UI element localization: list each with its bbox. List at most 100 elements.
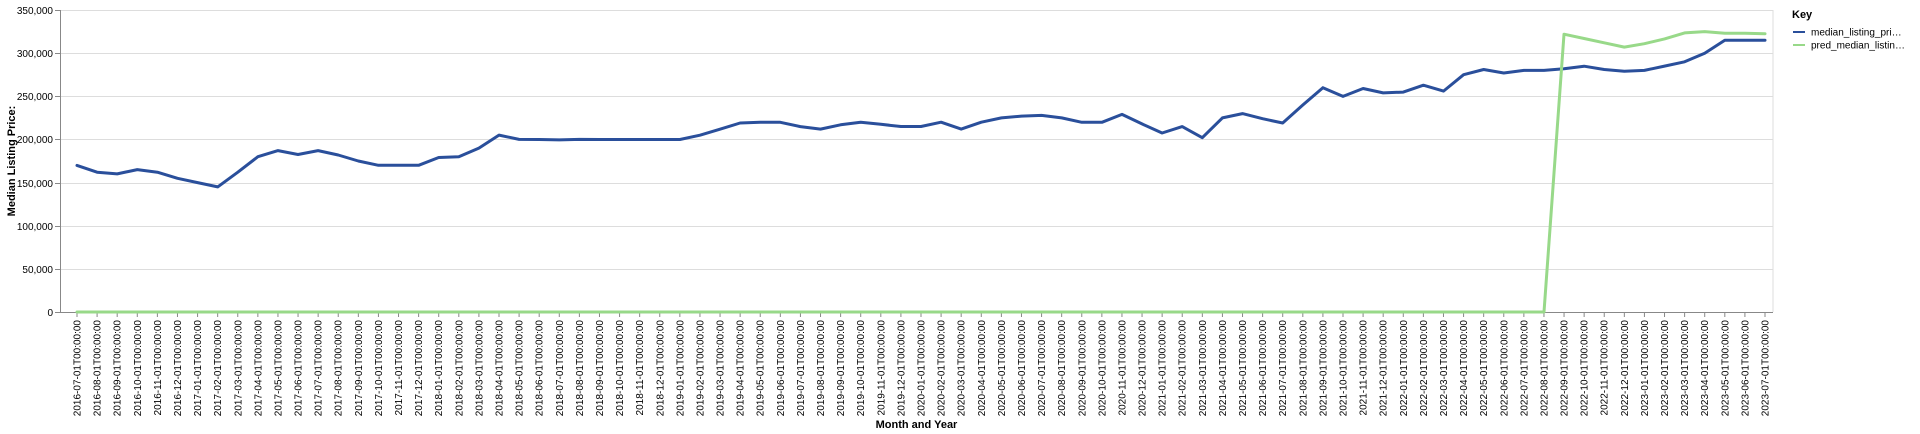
x-tick-label: 2022-05-01T00:00:00: [1479, 320, 1490, 417]
x-tick-label: 2022-01-01T00:00:00: [1399, 320, 1410, 417]
x-tick-label: 2022-08-01T00:00:00: [1539, 320, 1550, 417]
x-tick-label: 2021-10-01T00:00:00: [1339, 320, 1350, 417]
x-tick-label: 2017-09-01T00:00:00: [354, 320, 365, 417]
legend-label: median_listing_pri…: [1811, 28, 1902, 39]
x-tick-label: 2017-05-01T00:00:00: [273, 320, 284, 417]
y-axis: 0 50,000 100,000 150,000 200,000 250,000 300,0…: [17, 6, 61, 319]
x-tick-label: 2018-04-01T00:00:00: [495, 320, 506, 417]
x-tick-label: 2021-04-01T00:00:00: [1218, 320, 1229, 417]
x-tick-label: 2016-07-01T00:00:00: [73, 320, 84, 417]
y-tick-label: 50,000: [22, 265, 53, 276]
x-tick-label: 2017-02-01T00:00:00: [213, 320, 224, 417]
x-tick-label: 2021-07-01T00:00:00: [1278, 320, 1289, 417]
y-axis-title: Median Listing Price:: [6, 106, 18, 217]
x-tick-label: 2019-10-01T00:00:00: [856, 320, 867, 417]
x-tick-label: 2020-12-01T00:00:00: [1138, 320, 1149, 417]
series-line-2: [75, 30, 1767, 314]
x-tick-label: 2019-09-01T00:00:00: [836, 320, 847, 417]
x-tick-label: 2020-01-01T00:00:00: [917, 320, 928, 417]
x-tick-label: 2021-12-01T00:00:00: [1379, 320, 1390, 417]
x-tick-label: 2022-04-01T00:00:00: [1459, 320, 1470, 417]
x-tick-label: 2016-09-01T00:00:00: [113, 320, 124, 417]
x-tick-label: 2018-01-01T00:00:00: [434, 320, 445, 417]
x-tick-label: 2019-07-01T00:00:00: [796, 320, 807, 417]
x-tick-label: 2016-10-01T00:00:00: [133, 320, 144, 417]
x-tick-label: 2019-11-01T00:00:00: [876, 320, 887, 416]
x-tick-label: 2018-09-01T00:00:00: [595, 320, 606, 417]
x-axis-title: Month and Year: [876, 419, 958, 431]
x-tick-label: 2022-07-01T00:00:00: [1519, 320, 1530, 417]
x-tick-label: 2020-10-01T00:00:00: [1097, 320, 1108, 417]
x-axis: 2016-07-01T00:00:00 2016-08-01T00:00:00 20…: [60, 312, 1773, 416]
x-tick-label: 2021-05-01T00:00:00: [1238, 320, 1249, 417]
legend-label: pred_median_listin…: [1811, 41, 1905, 52]
x-tick-label: 2023-03-01T00:00:00: [1680, 320, 1691, 417]
x-tick-label: 2022-10-01T00:00:00: [1580, 320, 1591, 417]
x-tick-label: 2023-06-01T00:00:00: [1740, 320, 1751, 417]
y-tick-label: 0: [47, 308, 53, 319]
x-tick-label: 2019-12-01T00:00:00: [896, 320, 907, 417]
x-tick-label: 2018-07-01T00:00:00: [555, 320, 566, 417]
x-tick-label: 2020-04-01T00:00:00: [977, 320, 988, 417]
x-tick-label: 2016-12-01T00:00:00: [173, 320, 184, 417]
x-tick-label: 2020-05-01T00:00:00: [997, 320, 1008, 417]
x-tick-label: 2018-03-01T00:00:00: [474, 320, 485, 417]
x-tick-label: 2021-03-01T00:00:00: [1198, 320, 1209, 417]
y-tick-label: 350,000: [17, 6, 54, 17]
x-tick-label: 2020-08-01T00:00:00: [1057, 320, 1068, 417]
x-tick-label: 2022-03-01T00:00:00: [1439, 320, 1450, 417]
x-tick-label: 2019-01-01T00:00:00: [675, 320, 686, 417]
x-tick-label: 2020-02-01T00:00:00: [937, 320, 948, 417]
legend-title: Key: [1792, 9, 1813, 21]
x-tick-label: 2023-02-01T00:00:00: [1660, 320, 1671, 417]
series-lines: [75, 30, 1767, 314]
x-tick-label: 2023-07-01T00:00:00: [1761, 320, 1772, 417]
x-tick-label: 2018-10-01T00:00:00: [615, 320, 626, 417]
y-tick-label: 150,000: [17, 179, 54, 190]
x-tick-label: 2023-05-01T00:00:00: [1720, 320, 1731, 417]
x-tick-label: 2020-06-01T00:00:00: [1017, 320, 1028, 417]
x-tick-label: 2018-05-01T00:00:00: [515, 320, 526, 417]
x-tick-label: 2017-04-01T00:00:00: [253, 320, 264, 417]
x-tick-label: 2021-01-01T00:00:00: [1158, 320, 1169, 417]
x-tick-label: 2018-08-01T00:00:00: [575, 320, 586, 417]
gridlines: [60, 10, 1774, 313]
x-tick-label: 2017-01-01T00:00:00: [193, 320, 204, 417]
x-tick-label: 2021-02-01T00:00:00: [1178, 320, 1189, 417]
x-tick-label: 2018-11-01T00:00:00: [635, 320, 646, 416]
x-tick-label: 2018-12-01T00:00:00: [655, 320, 666, 417]
x-tick-label: 2017-03-01T00:00:00: [233, 320, 244, 417]
x-tick-label: 2017-07-01T00:00:00: [314, 320, 325, 417]
x-tick-label: 2021-09-01T00:00:00: [1318, 320, 1329, 417]
x-tick-label: 2019-04-01T00:00:00: [736, 320, 747, 417]
x-tick-label: 2022-12-01T00:00:00: [1620, 320, 1631, 417]
x-tick-label: 2021-08-01T00:00:00: [1298, 320, 1309, 417]
x-tick-label: 2023-01-01T00:00:00: [1640, 320, 1651, 417]
x-tick-label: 2016-08-01T00:00:00: [93, 320, 104, 417]
y-tick-label: 250,000: [17, 92, 54, 103]
x-tick-label: 2020-09-01T00:00:00: [1077, 320, 1088, 417]
x-tick-label: 2017-11-01T00:00:00: [394, 320, 405, 416]
x-tick-label: 2019-06-01T00:00:00: [776, 320, 787, 417]
x-tick-label: 2017-10-01T00:00:00: [374, 320, 385, 417]
x-tick-label: 2019-08-01T00:00:00: [816, 320, 827, 417]
x-tick-label: 2022-02-01T00:00:00: [1419, 320, 1430, 417]
x-tick-label: 2019-02-01T00:00:00: [695, 320, 706, 417]
y-tick-label: 200,000: [17, 135, 54, 146]
series-line-1: [75, 38, 1767, 189]
x-tick-label: 2018-06-01T00:00:00: [535, 320, 546, 417]
x-tick-label: 2020-07-01T00:00:00: [1037, 320, 1048, 417]
x-tick-label: 2021-11-01T00:00:00: [1359, 320, 1370, 416]
x-tick-label: 2020-03-01T00:00:00: [957, 320, 968, 417]
x-tick-label: 2017-08-01T00:00:00: [334, 320, 345, 417]
x-tick-label: 2022-06-01T00:00:00: [1499, 320, 1510, 417]
x-tick-label: 2017-06-01T00:00:00: [294, 320, 305, 417]
x-tick-label: 2022-09-01T00:00:00: [1560, 320, 1571, 417]
legend: Key median_listing_pri… pred_median_listi…: [1792, 9, 1905, 52]
x-tick-label: 2023-04-01T00:00:00: [1700, 320, 1711, 417]
x-tick-label: 2018-02-01T00:00:00: [454, 320, 465, 417]
y-tick-label: 300,000: [17, 49, 54, 60]
x-tick-label: 2017-12-01T00:00:00: [414, 320, 425, 417]
x-tick-label: 2022-11-01T00:00:00: [1600, 320, 1611, 416]
